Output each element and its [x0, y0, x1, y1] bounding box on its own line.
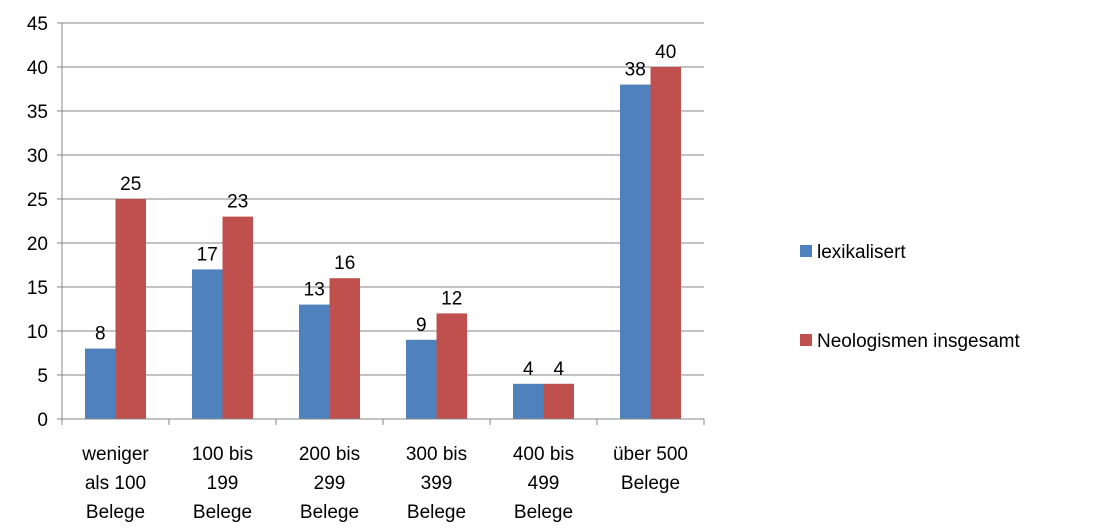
- bar-neologismen: [115, 199, 146, 419]
- legend-label: lexikalisert: [817, 242, 906, 263]
- x-tick-label: 200 bis: [299, 444, 360, 465]
- data-label: 4: [523, 359, 534, 380]
- bar-neologismen: [436, 313, 467, 419]
- legend-swatch: [800, 334, 812, 346]
- x-tick-label: 199: [207, 473, 239, 494]
- y-axis-ticks: 0 5 10 15 20 25 30 35 40 45: [27, 14, 48, 431]
- y-tick-label: 5: [37, 366, 48, 387]
- x-tick-label: über 500: [613, 444, 688, 465]
- bar-lexikalisert: [620, 84, 651, 419]
- data-label: 25: [120, 174, 141, 195]
- x-tick-label: Belege: [514, 502, 573, 523]
- data-label: 9: [416, 315, 427, 336]
- x-tick-label: 499: [528, 473, 560, 494]
- x-tick-label: 300 bis: [406, 444, 467, 465]
- bar-lexikalisert: [406, 339, 437, 419]
- y-tick-label: 0: [37, 410, 48, 431]
- data-labels: 8 25 17 23 13 16 9 12 4 4 38 40: [95, 42, 676, 380]
- data-label: 40: [655, 42, 676, 63]
- bar-neologismen: [650, 67, 681, 419]
- data-label: 16: [334, 253, 355, 274]
- bar-lexikalisert: [513, 383, 544, 419]
- legend-swatch: [800, 245, 812, 257]
- data-label: 4: [553, 359, 564, 380]
- bar-lexikalisert: [299, 304, 330, 419]
- x-tick-label: 399: [421, 473, 453, 494]
- x-tick-label: Belege: [407, 502, 466, 523]
- x-tick-label: Belege: [300, 502, 359, 523]
- bar-lexikalisert: [192, 269, 223, 419]
- data-label: 12: [441, 288, 462, 309]
- axes: [57, 22, 705, 425]
- data-label: 8: [95, 324, 106, 345]
- bar-neologismen: [329, 278, 360, 419]
- x-tick-label: Belege: [621, 473, 680, 494]
- y-tick-label: 40: [27, 58, 48, 79]
- y-tick-label: 10: [27, 322, 48, 343]
- x-tick-label: 299: [314, 473, 346, 494]
- y-tick-label: 35: [27, 102, 48, 123]
- x-tick-label: weniger: [81, 444, 149, 465]
- bar-lexikalisert: [85, 348, 116, 419]
- x-tick-label: Belege: [86, 502, 145, 523]
- x-tick-label: 400 bis: [513, 444, 574, 465]
- y-tick-label: 45: [27, 14, 48, 35]
- bars: [85, 67, 681, 419]
- x-tick-label: als 100: [85, 473, 146, 494]
- y-tick-label: 30: [27, 146, 48, 167]
- x-tick-label: 100 bis: [192, 444, 253, 465]
- data-label: 38: [625, 60, 646, 81]
- x-tick-label: Belege: [193, 502, 252, 523]
- gridlines: [62, 22, 704, 376]
- bar-neologismen: [543, 383, 574, 419]
- data-label: 13: [304, 280, 325, 301]
- bar-neologismen: [222, 216, 253, 419]
- y-tick-label: 15: [27, 278, 48, 299]
- legend: lexikalisert Neologismen insgesamt: [800, 242, 1020, 352]
- data-label: 23: [227, 192, 248, 213]
- x-axis-ticks: weniger als 100 Belege 100 bis 199 Belege 200 …: [81, 444, 688, 523]
- legend-label: Neologismen insgesamt: [817, 331, 1020, 352]
- data-label: 17: [197, 244, 218, 265]
- y-tick-label: 25: [27, 190, 48, 211]
- y-tick-label: 20: [27, 234, 48, 255]
